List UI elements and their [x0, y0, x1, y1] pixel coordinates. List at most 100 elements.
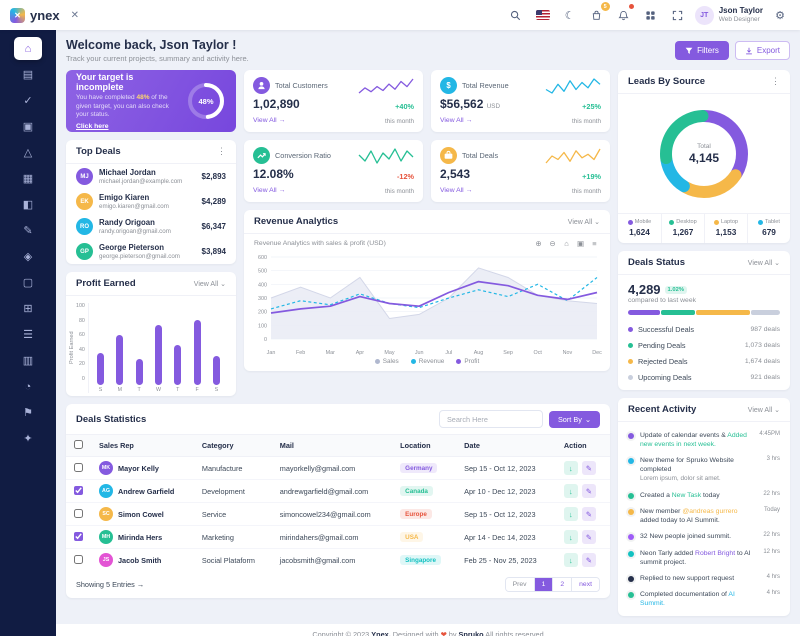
edit-action-icon[interactable]: ✎	[581, 484, 596, 498]
select-all-checkbox[interactable]	[74, 440, 83, 449]
pagination-page-1[interactable]: 1	[533, 578, 553, 591]
edit-action-icon[interactable]: ✎	[581, 507, 596, 521]
sidebar-item-tables[interactable]: ▥	[14, 349, 42, 372]
filters-button[interactable]: Filters	[675, 41, 729, 60]
download-action-icon[interactable]: ↓	[563, 507, 578, 521]
recent-activity-title: Recent Activity	[628, 404, 697, 415]
row-checkbox[interactable]	[74, 554, 83, 564]
sidebar-item-icons[interactable]: ✦	[14, 427, 42, 450]
legend-sales[interactable]: Sales	[374, 358, 399, 365]
avatar: MK	[99, 461, 113, 475]
deals-status-title: Deals Status	[628, 257, 686, 268]
notifications-bell-icon[interactable]	[614, 4, 634, 25]
kebab-menu-icon[interactable]: ⋮	[771, 76, 780, 86]
row-checkbox[interactable]	[74, 508, 83, 518]
sidebar-item-advanced-ui[interactable]: ◈	[14, 245, 42, 268]
row-checkbox[interactable]	[74, 462, 83, 472]
search-icon[interactable]	[506, 5, 526, 25]
edit-action-icon[interactable]: ✎	[581, 553, 596, 567]
view-all-link[interactable]: View All	[194, 280, 226, 288]
sidebar-item-forms[interactable]: ✎	[14, 219, 42, 242]
users-icon	[253, 77, 270, 94]
tables-icon: ▥	[22, 355, 34, 367]
pagination-prev[interactable]: Prev	[505, 578, 534, 591]
download-action-icon[interactable]: ↓	[563, 553, 578, 567]
view-all-link[interactable]: View All	[253, 187, 285, 194]
legend-revenue[interactable]: Revenue	[410, 358, 444, 365]
click-here-link[interactable]: Click here	[76, 123, 109, 131]
view-all-link[interactable]: View All	[440, 117, 472, 124]
activity-link[interactable]: Robert Bright	[695, 549, 736, 557]
view-all-link[interactable]: View All	[568, 218, 600, 226]
home-icon: ⌂	[24, 42, 32, 55]
footer-designer[interactable]: Spruko	[458, 629, 484, 636]
sidebar-item-utilities[interactable]: ◧	[14, 193, 42, 216]
svg-text:$: $	[446, 81, 451, 90]
sidebar-item-charts[interactable]: ◔	[14, 375, 42, 398]
sparkline-chart	[358, 78, 414, 94]
status-badge: 1.02%	[664, 285, 687, 294]
avatar: MH	[99, 530, 113, 544]
svg-text:Feb: Feb	[296, 350, 305, 356]
activity-link[interactable]: Added new events in next week.	[640, 431, 747, 448]
sidebar-item-maps[interactable]: ⚑	[14, 401, 42, 424]
fullscreen-icon[interactable]	[668, 5, 688, 25]
download-icon	[745, 47, 752, 54]
view-all-link[interactable]: View All	[440, 187, 472, 194]
view-all-link[interactable]: View All	[748, 406, 780, 414]
activity-link[interactable]: @andreas gurrero	[682, 508, 738, 515]
sort-by-button[interactable]: Sort By ⌄	[548, 410, 600, 428]
cart-icon[interactable]: 5	[587, 2, 610, 25]
apps-grid-icon[interactable]	[641, 5, 661, 25]
error-icon: △	[23, 147, 33, 159]
sidebar-item-task[interactable]: ✓	[14, 89, 42, 112]
sidebar-item-authentication[interactable]: ▣	[14, 115, 42, 138]
view-all-link[interactable]: View All	[748, 259, 780, 267]
sidebar-item-pages[interactable]: ▤	[14, 63, 42, 86]
zoom-out-icon[interactable]: ⊖	[549, 239, 556, 248]
zoom-in-icon[interactable]: ⊕	[535, 239, 542, 248]
sidebar-item-ui-elements[interactable]: ▦	[14, 167, 42, 190]
sidebar-toggle-icon[interactable]: ✕	[70, 9, 80, 21]
reset-zoom-icon[interactable]: ⌂	[564, 239, 569, 248]
sidebar-item-error[interactable]: △	[14, 141, 42, 164]
pagination-page-2[interactable]: 2	[552, 578, 572, 591]
export-button[interactable]: Export	[734, 41, 790, 60]
download-action-icon[interactable]: ↓	[563, 530, 578, 544]
task-icon: ✓	[23, 95, 33, 107]
kebab-menu-icon[interactable]: ⋮	[217, 146, 226, 156]
legend-profit[interactable]: Profit	[456, 358, 479, 365]
download-action-icon[interactable]: ↓	[563, 484, 578, 498]
avatar: SC	[99, 507, 113, 521]
edit-action-icon[interactable]: ✎	[581, 461, 596, 475]
user-role: Web Designer	[718, 15, 760, 23]
user-profile[interactable]: JT Json Taylor Web Designer	[694, 5, 763, 25]
pagination: Prev 1 2 next	[504, 577, 600, 592]
row-checkbox[interactable]	[74, 531, 83, 541]
activity-item: 32 New people joined summit. 22 hrs	[628, 529, 780, 545]
language-flag-icon[interactable]	[533, 5, 553, 25]
dark-mode-icon[interactable]: ☾	[564, 9, 575, 22]
svg-text:Sep: Sep	[503, 350, 513, 356]
search-input[interactable]	[438, 410, 543, 428]
sidebar-item-dashboards[interactable]: ⌂	[14, 37, 42, 60]
row-checkbox[interactable]	[74, 485, 83, 495]
activity-dot	[628, 457, 634, 464]
sidebar-item-widgets[interactable]: ▢	[14, 271, 42, 294]
activity-link[interactable]: New Task	[671, 491, 702, 499]
chart-menu-icon[interactable]: ≡	[592, 239, 597, 248]
activity-link[interactable]: AI Summit.	[640, 591, 735, 608]
sidebar-item-nested-menu[interactable]: ☰	[14, 323, 42, 346]
location-badge: Europe	[400, 509, 432, 520]
settings-gear-icon[interactable]: ⚙	[775, 9, 785, 22]
selection-icon[interactable]: ▣	[576, 239, 585, 248]
deals-status-item: Rejected Deals 1,674 deals	[628, 353, 780, 369]
brand-logo[interactable]: ✕ ynex	[10, 7, 60, 23]
edit-action-icon[interactable]: ✎	[581, 530, 596, 544]
download-action-icon[interactable]: ↓	[563, 461, 578, 475]
view-all-link[interactable]: View All	[253, 117, 285, 124]
avatar: AG	[99, 484, 113, 498]
sidebar-item-apps[interactable]: ⊞	[14, 297, 42, 320]
briefcase-icon	[440, 147, 457, 164]
pagination-next[interactable]: next	[571, 578, 599, 591]
